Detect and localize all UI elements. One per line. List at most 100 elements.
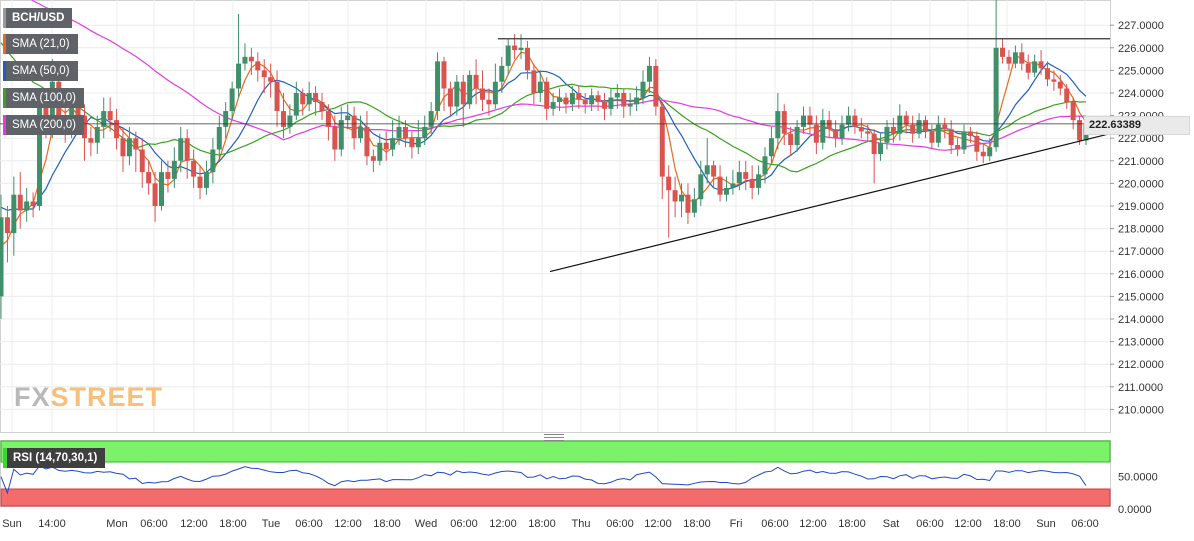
pane-resize-handle[interactable] bbox=[544, 434, 564, 441]
rsi-zones bbox=[0, 440, 1111, 507]
support-trendline bbox=[549, 133, 1111, 273]
x-tick-label: 18:00 bbox=[373, 518, 401, 530]
candle-body bbox=[531, 70, 537, 93]
candle-body bbox=[351, 115, 357, 139]
candle-body bbox=[704, 165, 710, 175]
x-tick-label: Thu bbox=[572, 518, 591, 530]
candle-body bbox=[1038, 61, 1044, 69]
candle-body bbox=[441, 61, 447, 89]
x-tick-label: 06:00 bbox=[1071, 518, 1099, 530]
y-tick-label: 219.0000 bbox=[1118, 201, 1164, 213]
candle-body bbox=[993, 47, 999, 148]
legend-sma-50[interactable]: SMA (50,0) bbox=[3, 61, 78, 81]
candle-body bbox=[139, 149, 145, 173]
candle-body bbox=[383, 142, 389, 150]
candle-body bbox=[1064, 88, 1070, 103]
candle-body bbox=[313, 93, 319, 103]
candle-body bbox=[666, 176, 672, 191]
x-tick-label: 18:00 bbox=[219, 518, 247, 530]
x-tick-label: 18:00 bbox=[993, 518, 1021, 530]
fxstreet-logo: FXSTREET bbox=[14, 382, 163, 413]
y-tick-label: 224.0000 bbox=[1118, 88, 1164, 100]
candle-body bbox=[435, 61, 441, 112]
rsi-y-tick-label: 0.0000 bbox=[1118, 504, 1152, 516]
sma-line bbox=[0, 42, 1087, 173]
x-tick-label: 12:00 bbox=[180, 518, 208, 530]
candle-body bbox=[24, 201, 30, 211]
candle-body bbox=[152, 183, 158, 206]
candle-body bbox=[236, 63, 242, 89]
candle-body bbox=[505, 45, 511, 66]
candle-body bbox=[338, 120, 344, 150]
candle-body bbox=[486, 99, 492, 105]
candle-body bbox=[159, 172, 165, 206]
candle-body bbox=[788, 133, 794, 145]
candle-body bbox=[499, 65, 505, 82]
price-pane-frame bbox=[0, 0, 1111, 433]
trend-lines bbox=[0, 38, 1111, 273]
candle-body bbox=[11, 194, 17, 234]
candle-body bbox=[563, 97, 569, 105]
candle-body bbox=[569, 93, 575, 105]
x-tick-label: Sat bbox=[883, 518, 900, 530]
candle-body bbox=[390, 138, 396, 150]
candle-body bbox=[1051, 79, 1057, 82]
candle-body bbox=[601, 102, 607, 109]
x-tick-label: 06:00 bbox=[295, 518, 323, 530]
rsi-line bbox=[0, 465, 1087, 495]
candle-body bbox=[980, 151, 986, 157]
candle-body bbox=[717, 176, 723, 195]
candle-body bbox=[595, 95, 601, 103]
candle-body bbox=[743, 172, 749, 179]
candle-body bbox=[377, 142, 383, 161]
candle-body bbox=[916, 120, 922, 134]
candle-body bbox=[524, 47, 530, 71]
candle-body bbox=[17, 194, 23, 211]
candle-body bbox=[621, 93, 627, 107]
candle-body bbox=[801, 115, 807, 127]
legend-sma-50-label: SMA (50,0) bbox=[12, 65, 70, 77]
candle-body bbox=[640, 81, 646, 98]
y-tick-label: 210.0000 bbox=[1118, 404, 1164, 416]
candle-body bbox=[473, 74, 479, 89]
candle-body bbox=[768, 138, 774, 157]
candle-body bbox=[0, 217, 4, 297]
legend-rsi[interactable]: RSI (14,70,30,1) bbox=[3, 448, 106, 468]
candle-body bbox=[865, 131, 871, 134]
legend-sma-21[interactable]: SMA (21,0) bbox=[3, 34, 78, 54]
candle-body bbox=[120, 138, 126, 157]
candle-body bbox=[582, 99, 588, 105]
candle-body bbox=[961, 131, 967, 150]
y-tick-label: 227.0000 bbox=[1118, 20, 1164, 32]
candle-body bbox=[492, 81, 498, 105]
candle-body bbox=[736, 172, 742, 184]
legend-sma-100[interactable]: SMA (100,0) bbox=[3, 88, 84, 108]
candle-body bbox=[858, 126, 864, 132]
candle-body bbox=[614, 93, 620, 98]
legend-pair[interactable]: BCH/USD bbox=[3, 8, 73, 28]
candle-body bbox=[4, 217, 10, 234]
candle-body bbox=[216, 126, 222, 150]
candle-body bbox=[280, 111, 286, 127]
candle-body bbox=[820, 120, 826, 143]
rsi-series bbox=[0, 465, 1087, 495]
y-tick-label: 213.0000 bbox=[1118, 337, 1164, 349]
candle-body bbox=[942, 124, 948, 130]
candle-body bbox=[884, 126, 890, 143]
legend-sma-200[interactable]: SMA (200,0) bbox=[3, 115, 84, 135]
candle-body bbox=[698, 174, 704, 200]
candle-body bbox=[813, 124, 819, 143]
candle-body bbox=[81, 115, 87, 139]
x-tick-label: 06:00 bbox=[450, 518, 478, 530]
y-tick-label: 215.0000 bbox=[1118, 291, 1164, 303]
x-tick-label: 12:00 bbox=[799, 518, 827, 530]
candle-body bbox=[37, 104, 43, 206]
candle-body bbox=[935, 124, 941, 143]
y-tick-label: 214.0000 bbox=[1118, 314, 1164, 326]
y-tick-label: 211.0000 bbox=[1118, 382, 1163, 394]
candle-body bbox=[550, 102, 556, 109]
candle-body bbox=[146, 172, 152, 184]
candle-body bbox=[358, 126, 364, 139]
candle-body bbox=[512, 45, 518, 51]
